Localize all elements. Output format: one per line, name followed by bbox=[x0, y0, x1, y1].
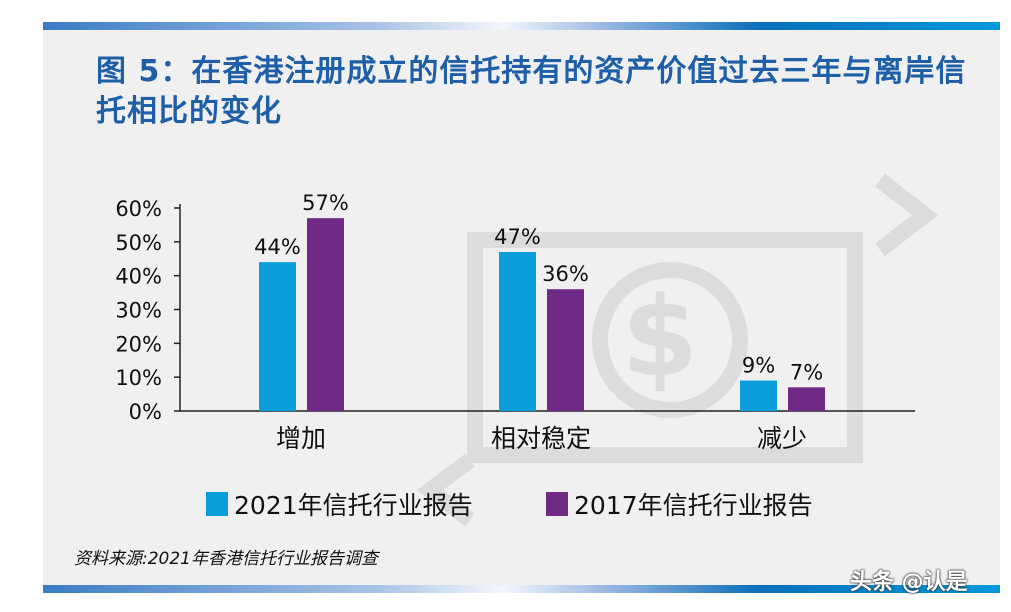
y-tick-label: 20% bbox=[115, 332, 162, 356]
legend-item-2017: 2017年信托行业报告 bbox=[546, 486, 813, 522]
dollar-sign-icon: $ bbox=[622, 273, 699, 401]
source-note: 资料来源:2021年香港信托行业报告调查 bbox=[74, 549, 378, 569]
top-gradient-bar bbox=[43, 22, 1000, 30]
bar bbox=[788, 387, 825, 411]
data-label: 44% bbox=[254, 235, 301, 259]
legend-label-2021: 2021年信托行业报告 bbox=[234, 491, 473, 520]
y-tick-label: 10% bbox=[115, 366, 162, 390]
category-label: 减少 bbox=[757, 424, 807, 453]
y-tick-label: 40% bbox=[115, 265, 162, 289]
y-tick-label: 30% bbox=[115, 299, 162, 323]
bar bbox=[259, 262, 296, 411]
category-label: 增加 bbox=[276, 424, 326, 453]
bar bbox=[307, 218, 344, 411]
data-label: 57% bbox=[302, 191, 349, 215]
data-label: 9% bbox=[742, 354, 775, 378]
dollar-background-icon bbox=[416, 173, 939, 527]
y-tick-label: 60% bbox=[115, 197, 162, 221]
y-tick-label: 0% bbox=[129, 400, 162, 424]
bar bbox=[499, 251, 536, 411]
legend-item-2021: 2021年信托行业报告 bbox=[206, 486, 473, 522]
y-tick-label: 50% bbox=[115, 231, 162, 255]
category-label: 相对稳定 bbox=[491, 424, 591, 453]
data-label: 47% bbox=[494, 225, 541, 249]
legend-swatch-2021 bbox=[206, 492, 228, 516]
watermark: 头条 @认是 bbox=[850, 570, 968, 595]
legend-swatch-2017 bbox=[546, 492, 568, 516]
chart-title: 图 5：在香港注册成立的信托持有的资产价值过去三年与离岸信托相比的变化 bbox=[96, 54, 967, 129]
bar bbox=[547, 289, 584, 411]
data-label: 36% bbox=[542, 262, 589, 286]
data-label: 7% bbox=[790, 360, 823, 384]
bar bbox=[740, 380, 777, 411]
bottom-gradient-bar bbox=[43, 585, 1000, 593]
legend-label-2017: 2017年信托行业报告 bbox=[574, 491, 813, 520]
